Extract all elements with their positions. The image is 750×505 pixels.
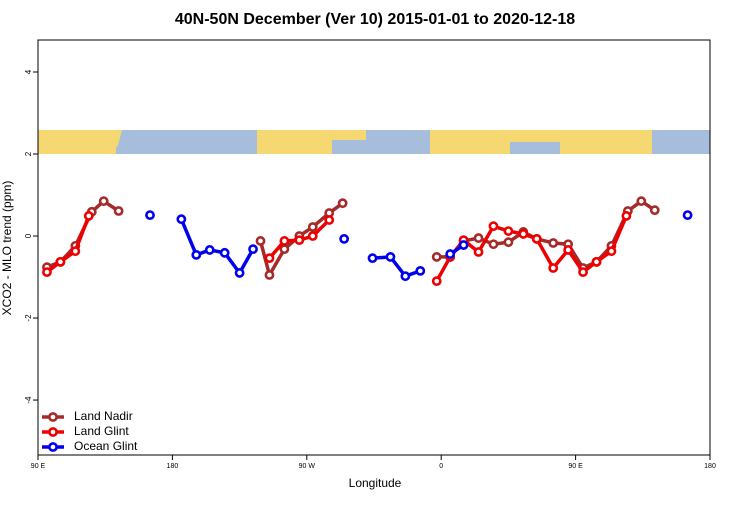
data-point [55, 256, 66, 267]
legend-marker [48, 427, 58, 437]
data-point [400, 271, 411, 282]
data-point [431, 252, 442, 262]
chart-title: 40N-50N December (Ver 10) 2015-01-01 to … [175, 11, 575, 28]
data-point [563, 245, 574, 255]
x-tick-label: 180 [167, 463, 179, 470]
y-tick-label: 4 [24, 69, 33, 74]
data-point [248, 244, 258, 255]
x-tick-label: 180 [704, 463, 716, 470]
data-point [279, 236, 290, 246]
y-tick-label: -4 [24, 396, 33, 404]
data-point [307, 231, 318, 241]
data-point [531, 233, 542, 244]
series-line [46, 198, 656, 280]
x-axis-label: Longitude [349, 476, 402, 490]
data-point [473, 247, 484, 257]
data-point [473, 233, 484, 243]
data-point [176, 214, 187, 225]
data-point [578, 267, 588, 278]
data-point [548, 238, 559, 248]
data-point [98, 196, 109, 207]
data-point [503, 226, 514, 236]
y-tick-label: 2 [24, 151, 33, 156]
data-point [42, 267, 52, 278]
legend-label: Land Glint [74, 424, 129, 438]
y-axis-label: XCO2 - MLO trend (ppm) [0, 181, 14, 316]
data-point [204, 245, 215, 255]
legend-label: Land Nadir [74, 409, 133, 423]
x-tick-label: 90 E [31, 463, 46, 470]
data-point [518, 229, 529, 239]
data-point [591, 256, 602, 267]
data-point [367, 253, 378, 264]
x-tick-label: 0 [439, 463, 443, 470]
data-point [83, 211, 94, 221]
data-point [621, 211, 632, 221]
data-point [294, 235, 305, 246]
data-point [649, 205, 660, 216]
data-point [191, 249, 202, 260]
data-point [458, 240, 469, 250]
legend-marker [48, 442, 58, 452]
plot-frame [37, 39, 711, 456]
series-line [45, 215, 628, 282]
data-point [488, 221, 499, 232]
y-tick-label: 0 [24, 233, 33, 238]
data-point [255, 236, 266, 246]
data-point [279, 244, 290, 255]
data-point [606, 246, 617, 257]
data-point [264, 270, 275, 280]
data-point [503, 237, 514, 248]
data-point [234, 268, 245, 278]
data-point [264, 253, 275, 264]
data-point [113, 206, 124, 216]
legend-label: Ocean Glint [74, 439, 138, 453]
data-point [70, 246, 81, 257]
data-point [337, 198, 348, 209]
data-point [488, 239, 499, 250]
data-point [307, 222, 318, 232]
x-tick-label: 90 W [299, 463, 316, 470]
x-tick-label: 90 E [568, 463, 583, 470]
data-point [682, 210, 693, 221]
data-point [385, 252, 396, 262]
data-point [339, 233, 350, 244]
data-point [415, 265, 426, 276]
data-point [145, 210, 155, 221]
map-land [38, 130, 652, 154]
data-point [219, 247, 230, 258]
data-point [636, 196, 647, 207]
data-point [445, 249, 456, 259]
data-point [431, 276, 442, 287]
data-point [548, 263, 559, 273]
data-point [324, 215, 335, 225]
y-tick-label: -2 [24, 314, 33, 322]
legend-marker [48, 412, 58, 422]
